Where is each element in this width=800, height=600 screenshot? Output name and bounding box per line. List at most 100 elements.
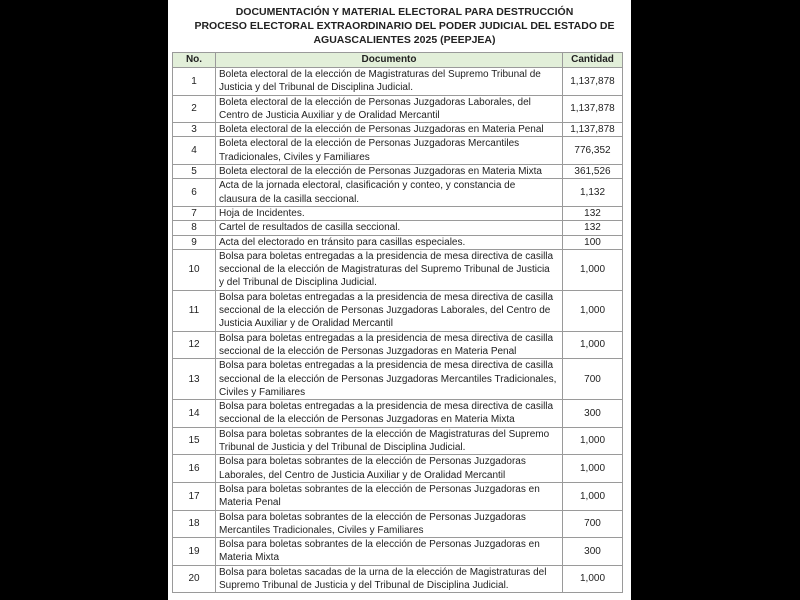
document-text-line: Acta del electorado en tránsito para cas… bbox=[219, 236, 466, 248]
table-row: 4 Boleta electoral de la elección de Pers… bbox=[172, 136, 623, 166]
document-text-line: Bolsa para boletas sacadas de la urna de… bbox=[219, 566, 547, 578]
row-cantidad: 300 bbox=[562, 399, 623, 428]
materials-table: No. Documento Cantidad 1 Boleta electoral… bbox=[172, 52, 623, 594]
document-text-line: Civiles y Familiares bbox=[219, 386, 306, 398]
row-number: 4 bbox=[172, 136, 216, 166]
table-row: 10 Bolsa para boletas entregadas a la pre… bbox=[172, 248, 623, 291]
table-row: 13 Bolsa para boletas entregadas a la pre… bbox=[172, 358, 623, 401]
table-row: 20 Bolsa para boletas sacadas de la urna … bbox=[172, 564, 623, 594]
document-text-line: Materia Penal bbox=[219, 497, 281, 509]
table-row: 1 Boleta electoral de la elección de Magi… bbox=[172, 67, 623, 96]
row-number: 19 bbox=[172, 537, 216, 566]
document-text-line: Hoja de Incidentes. bbox=[219, 207, 305, 219]
document-text-line: Tradicionales, Civiles y Familiares bbox=[219, 151, 370, 163]
row-number: 12 bbox=[172, 330, 216, 360]
row-number: 1 bbox=[172, 67, 216, 96]
row-cantidad: 1,137,878 bbox=[562, 67, 623, 96]
row-number: 3 bbox=[172, 122, 216, 138]
row-number: 5 bbox=[172, 164, 216, 180]
table-row: 5 Boleta electoral de la elección de Pers… bbox=[172, 164, 623, 180]
row-document: Boleta electoral de la elección de Perso… bbox=[215, 136, 563, 166]
row-document: Boleta electoral de la elección de Perso… bbox=[215, 164, 563, 180]
document-text-line: Mercantiles Tradicionales, Civiles y Fam… bbox=[219, 524, 424, 536]
row-number: 13 bbox=[172, 358, 216, 401]
row-cantidad: 1,137,878 bbox=[562, 122, 623, 138]
document-text-line: Boleta electoral de la elección de Perso… bbox=[219, 138, 520, 150]
document-text-line: Bolsa para boletas sobrantes de la elecc… bbox=[219, 483, 540, 495]
title-line: DOCUMENTACIÓN Y MATERIAL ELECTORAL PARA … bbox=[235, 6, 574, 18]
title-line: AGUASCALIENTES 2025 (PEEPJEA) bbox=[313, 34, 496, 46]
row-cantidad: 1,000 bbox=[562, 564, 623, 594]
row-number: 2 bbox=[172, 94, 216, 124]
row-document: Boleta electoral de la elección de Perso… bbox=[215, 94, 563, 124]
row-number: 16 bbox=[172, 454, 216, 483]
row-cantidad: 700 bbox=[562, 358, 623, 401]
row-document: Boleta electoral de la elección de Magis… bbox=[215, 67, 563, 96]
row-cantidad: 1,000 bbox=[562, 454, 623, 483]
row-document: Bolsa para boletas sacadas de la urna de… bbox=[215, 564, 563, 594]
row-document: Bolsa para boletas sobrantes de la elecc… bbox=[215, 426, 563, 456]
row-number: 10 bbox=[172, 248, 216, 291]
row-cantidad: 1,137,878 bbox=[562, 94, 623, 124]
row-document: Bolsa para boletas sobrantes de la elecc… bbox=[215, 509, 563, 539]
row-cantidad: 1,000 bbox=[562, 426, 623, 456]
row-document: Acta de la jornada electoral, clasificac… bbox=[215, 178, 563, 207]
row-cantidad: 1,000 bbox=[562, 481, 623, 511]
row-number: 8 bbox=[172, 220, 216, 236]
row-cantidad: 1,132 bbox=[562, 178, 623, 207]
document-text-line: Bolsa para boletas entregadas a la presi… bbox=[219, 332, 554, 344]
title-line: PROCESO ELECTORAL EXTRAORDINARIO DEL POD… bbox=[194, 20, 615, 32]
row-number: 14 bbox=[172, 399, 216, 428]
document-text-line: Bolsa para boletas sobrantes de la elecc… bbox=[219, 511, 526, 523]
row-document: Bolsa para boletas entregadas a la presi… bbox=[215, 289, 563, 332]
table-row: 8 Cartel de resultados de casilla seccion… bbox=[172, 220, 623, 236]
document-text-line: seccional de la elección de Personas Juz… bbox=[219, 305, 551, 317]
row-cantidad: 361,526 bbox=[562, 164, 623, 180]
table-row: 12 Bolsa para boletas entregadas a la pre… bbox=[172, 330, 623, 360]
row-number: 18 bbox=[172, 509, 216, 539]
table-row: 11 Bolsa para boletas entregadas a la pre… bbox=[172, 289, 623, 332]
table-body: 1 Boleta electoral de la elección de Magi… bbox=[172, 67, 623, 594]
row-document: Cartel de resultados de casilla secciona… bbox=[215, 220, 563, 236]
row-number: 11 bbox=[172, 289, 216, 332]
row-document: Bolsa para boletas sobrantes de la elecc… bbox=[215, 537, 563, 566]
document-text-line: Supremo Tribunal de Justicia y del Tribu… bbox=[219, 579, 509, 591]
row-cantidad: 132 bbox=[562, 205, 623, 222]
row-number: 6 bbox=[172, 178, 216, 207]
row-document: Boleta electoral de la elección de Perso… bbox=[215, 122, 563, 138]
row-cantidad: 1,000 bbox=[562, 330, 623, 360]
row-cantidad: 100 bbox=[562, 234, 623, 250]
document-text-line: Bolsa para boletas entregadas a la presi… bbox=[219, 360, 554, 372]
row-cantidad: 1,000 bbox=[562, 248, 623, 291]
table-row: 17 Bolsa para boletas sobrantes de la ele… bbox=[172, 481, 623, 511]
document-page: DOCUMENTACIÓN Y MATERIAL ELECTORAL PARA … bbox=[168, 0, 631, 600]
table-row: 18 Bolsa para boletas sobrantes de la ele… bbox=[172, 509, 623, 539]
row-cantidad: 1,000 bbox=[562, 289, 623, 332]
document-text-line: Laborales, del Centro de Justicia Auxili… bbox=[219, 469, 506, 481]
row-number: 15 bbox=[172, 426, 216, 456]
row-cantidad: 700 bbox=[562, 509, 623, 539]
document-text-line: Justicia Auxiliar y de Oralidad Mercanti… bbox=[219, 318, 393, 330]
row-document: Bolsa para boletas entregadas a la presi… bbox=[215, 399, 563, 428]
document-text-line: Bolsa para boletas sobrantes de la elecc… bbox=[219, 428, 550, 440]
table-row: 16 Bolsa para boletas sobrantes de la ele… bbox=[172, 454, 623, 483]
document-text-line: seccional de la elección de Personas Juz… bbox=[219, 345, 517, 357]
row-document: Acta del electorado en tránsito para cas… bbox=[215, 234, 563, 250]
document-text-line: Tribunal de Justicia y del Tribunal de D… bbox=[219, 442, 466, 454]
document-text-line: seccional de la elección de Magistratura… bbox=[219, 264, 550, 276]
document-text-line: Boleta electoral de la elección de Perso… bbox=[219, 166, 542, 178]
table-row: 7 Hoja de Incidentes. 132 bbox=[172, 205, 623, 222]
document-text-line: Cartel de resultados de casilla secciona… bbox=[219, 222, 401, 234]
row-number: 20 bbox=[172, 564, 216, 594]
table-row: 3 Boleta electoral de la elección de Pers… bbox=[172, 122, 623, 138]
document-text-line: Bolsa para boletas entregadas a la presi… bbox=[219, 250, 554, 262]
table-row: 19 Bolsa para boletas sobrantes de la ele… bbox=[172, 537, 623, 566]
table-row: 9 Acta del electorado en tránsito para ca… bbox=[172, 234, 623, 250]
row-cantidad: 132 bbox=[562, 220, 623, 236]
document-text-line: Bolsa para boletas entregadas a la presi… bbox=[219, 401, 554, 413]
row-number: 7 bbox=[172, 205, 216, 222]
document-text-line: Boleta electoral de la elección de Perso… bbox=[219, 124, 544, 136]
table-row: 15 Bolsa para boletas sobrantes de la ele… bbox=[172, 426, 623, 456]
row-document: Hoja de Incidentes. bbox=[215, 205, 563, 222]
header-cantidad: Cantidad bbox=[562, 52, 623, 68]
